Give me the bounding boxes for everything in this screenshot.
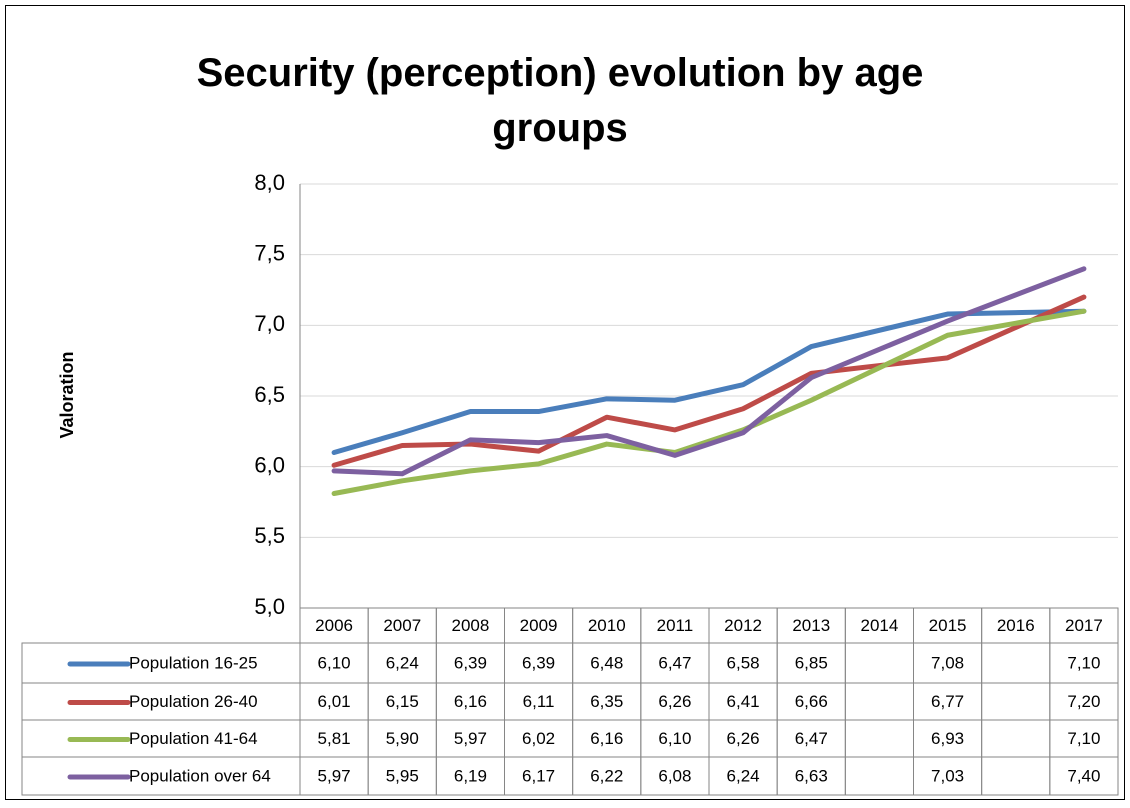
- x-tick-label: 2011: [657, 616, 694, 635]
- x-tick-label: 2014: [861, 616, 899, 635]
- data-label: 6,10: [318, 653, 351, 672]
- data-label: 6,01: [318, 692, 351, 711]
- data-label: 7,40: [1067, 766, 1100, 785]
- data-label: 6,39: [454, 653, 487, 672]
- data-label: 7,08: [931, 653, 964, 672]
- data-label: 6,19: [454, 766, 487, 785]
- data-label: 6,63: [795, 766, 828, 785]
- data-label: 6,77: [931, 692, 964, 711]
- x-tick-label: 2015: [929, 616, 967, 635]
- data-label: 6,58: [727, 653, 760, 672]
- data-label: 6,15: [386, 692, 419, 711]
- data-label: 5,97: [454, 729, 487, 748]
- series-line: [331, 308, 1087, 497]
- x-tick-label: 2006: [315, 616, 353, 635]
- series-line: [331, 308, 1087, 456]
- data-label: 6,93: [931, 729, 964, 748]
- x-tick-label: 2009: [520, 616, 558, 635]
- data-label: 6,47: [795, 729, 828, 748]
- y-tick-label: 7,5: [254, 240, 285, 265]
- data-label: 5,81: [318, 729, 351, 748]
- data-label: 6,08: [658, 766, 691, 785]
- data-label: 6,02: [522, 729, 555, 748]
- legend-label: Population 41-64: [129, 729, 258, 748]
- y-tick-label: 5,0: [254, 594, 285, 619]
- data-label: 6,48: [590, 653, 623, 672]
- chart-title: Security (perception) evolution by age gr…: [197, 51, 924, 150]
- data-label: 6,41: [727, 692, 760, 711]
- data-label: 6,35: [590, 692, 623, 711]
- legend-label: Population 26-40: [129, 692, 258, 711]
- data-label: 6,22: [590, 766, 623, 785]
- data-label: 6,47: [658, 653, 691, 672]
- x-tick-label: 2010: [588, 616, 626, 635]
- data-label: 6,26: [727, 729, 760, 748]
- x-tick-label: 2013: [792, 616, 830, 635]
- data-label: 7,20: [1067, 692, 1100, 711]
- data-label: 7,03: [931, 766, 964, 785]
- data-label: 6,17: [522, 766, 555, 785]
- data-label: 5,90: [386, 729, 419, 748]
- y-axis-label: Valoration: [57, 351, 77, 438]
- data-label: 6,85: [795, 653, 828, 672]
- x-tick-label: 2008: [452, 616, 490, 635]
- series-line: [331, 266, 1087, 477]
- data-label: 5,97: [318, 766, 351, 785]
- y-tick-label: 8,0: [254, 170, 285, 195]
- data-label: 6,26: [658, 692, 691, 711]
- data-label: 6,66: [795, 692, 828, 711]
- x-tick-label: 2007: [383, 616, 421, 635]
- data-label: 6,16: [590, 729, 623, 748]
- x-tick-label: 2016: [997, 616, 1035, 635]
- legend-label: Population 16-25: [129, 653, 258, 672]
- x-tick-label: 2017: [1065, 616, 1103, 635]
- data-label: 6,16: [454, 692, 487, 711]
- data-label: 6,24: [727, 766, 760, 785]
- y-tick-label: 5,5: [254, 523, 285, 548]
- data-label: 7,10: [1067, 729, 1100, 748]
- y-tick-label: 6,5: [254, 382, 285, 407]
- y-tick-label: 7,0: [254, 311, 285, 336]
- data-label: 5,95: [386, 766, 419, 785]
- data-label: 6,24: [386, 653, 419, 672]
- chart-border: [5, 5, 1125, 800]
- legend-label: Population over 64: [129, 766, 271, 785]
- data-label: 6,11: [523, 692, 555, 711]
- y-tick-label: 6,0: [254, 452, 285, 477]
- x-tick-label: 2012: [724, 616, 762, 635]
- table-cell: [1049, 756, 1119, 796]
- data-label: 6,10: [658, 729, 691, 748]
- data-label: 6,39: [522, 653, 555, 672]
- data-label: 7,10: [1067, 653, 1100, 672]
